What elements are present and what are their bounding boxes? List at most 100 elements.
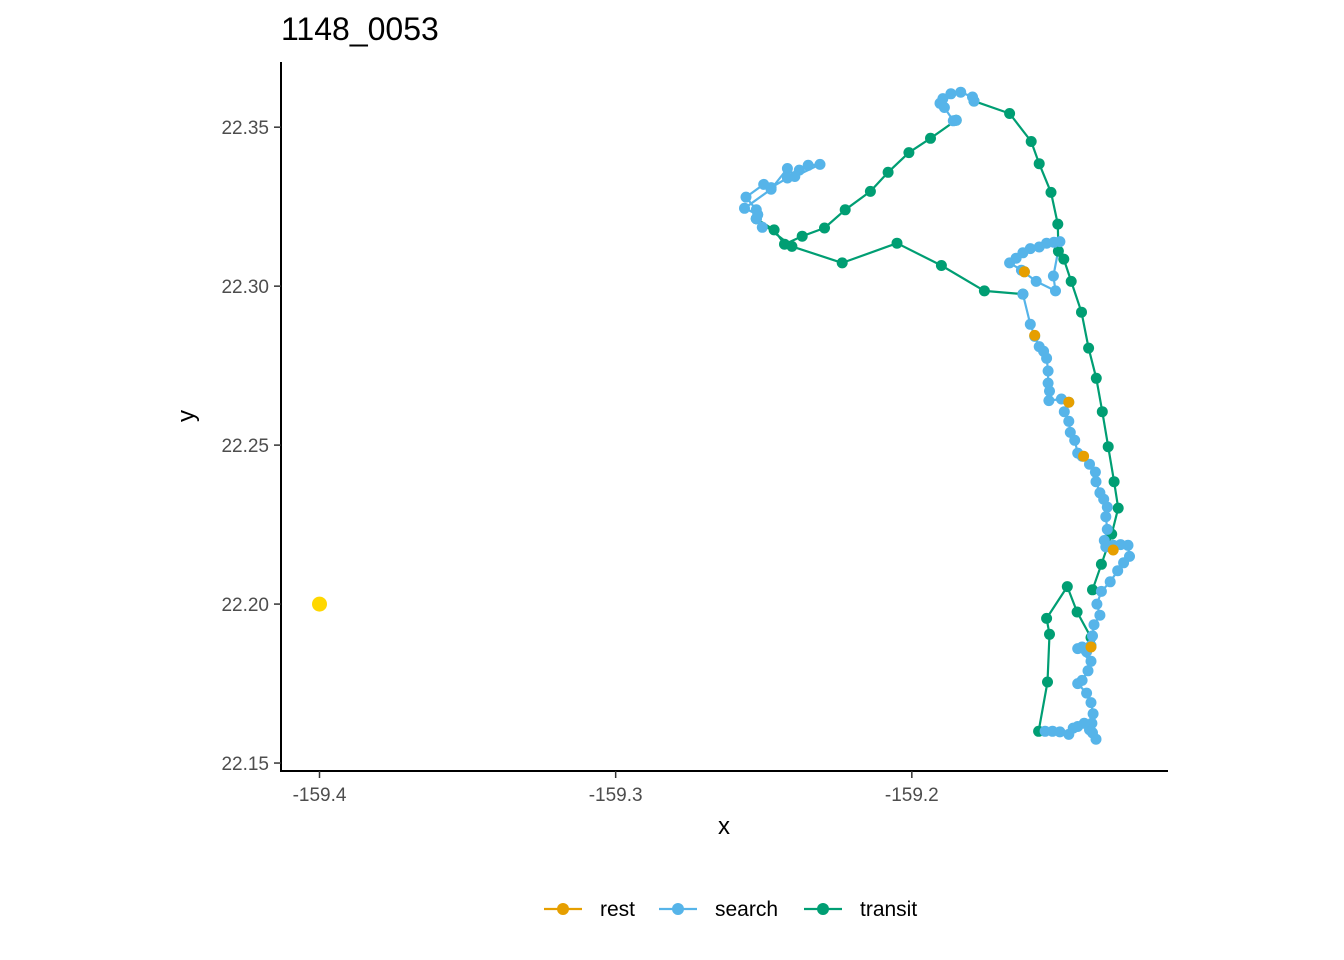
transit-point: [1042, 676, 1053, 688]
transit-point: [1052, 245, 1064, 257]
transit-point: [1061, 581, 1073, 593]
legend-item-transit: transit: [804, 898, 917, 921]
transit-point: [1108, 476, 1120, 488]
x-axis-ticks: -159.4 -159.3 -159.2: [293, 771, 939, 806]
search-point: [938, 102, 950, 113]
transit-point: [768, 224, 780, 236]
legend-label-search: search: [715, 898, 778, 921]
transit-point: [903, 147, 915, 159]
x-tick-label: -159.2: [885, 785, 939, 806]
search-point: [1087, 708, 1099, 720]
search-point: [1085, 655, 1097, 667]
transit-point: [1044, 628, 1055, 640]
transit-point: [1096, 406, 1108, 418]
search-point: [802, 159, 814, 171]
transit-point: [864, 185, 876, 197]
search-point: [765, 183, 777, 195]
search-point: [756, 221, 768, 233]
search-point: [1104, 576, 1116, 588]
y-axis-ticks: 22.15 22.20 22.25 22.30 22.35: [221, 118, 281, 775]
transit-point: [978, 285, 990, 297]
legend-item-search: search: [659, 898, 778, 921]
search-point: [1030, 275, 1042, 287]
search-point: [1072, 643, 1084, 655]
transit-point: [1083, 342, 1095, 354]
search-point: [1081, 687, 1093, 699]
search-point: [1118, 557, 1130, 569]
transit-point: [1033, 158, 1045, 170]
legend-key-search-point: [672, 903, 684, 915]
transit-point: [1058, 253, 1070, 265]
search-point: [1090, 476, 1102, 488]
transit-point: [1045, 186, 1057, 198]
rest-point: [1085, 641, 1097, 653]
search-point: [1090, 733, 1102, 745]
legend-label-transit: transit: [860, 898, 917, 921]
search-point: [1094, 609, 1106, 621]
legend: rest search transit: [544, 898, 917, 921]
y-tick-label: 22.20: [221, 595, 269, 616]
search-point: [1050, 285, 1061, 297]
series-points: [312, 86, 1135, 745]
legend-key-rest-point: [557, 903, 569, 915]
search-point: [814, 158, 826, 170]
transit-point: [1090, 372, 1102, 384]
transit-point: [1041, 612, 1053, 624]
search-point: [1024, 243, 1036, 255]
search-point: [1082, 665, 1094, 677]
rest-point: [1029, 329, 1041, 341]
search-point: [1095, 585, 1107, 597]
transit-point: [819, 222, 830, 234]
search-point: [1087, 630, 1098, 642]
search-point: [1042, 365, 1054, 377]
search-point: [1043, 395, 1055, 407]
transit-point: [836, 257, 848, 269]
legend-item-rest: rest: [544, 898, 635, 921]
search-point: [1063, 728, 1075, 740]
search-point: [1101, 523, 1113, 535]
search-point: [1101, 501, 1113, 513]
transit-point: [925, 132, 936, 144]
transit-point: [935, 260, 947, 271]
transit-point: [1112, 502, 1124, 514]
transit-point: [1095, 558, 1107, 570]
transit-point: [882, 166, 894, 178]
search-point: [1088, 619, 1100, 631]
rest-point: [1063, 396, 1075, 408]
search-point: [740, 191, 752, 203]
legend-key-transit-point: [817, 903, 829, 915]
y-tick-label: 22.25: [221, 436, 269, 457]
search-point: [1024, 318, 1036, 330]
transit-point: [786, 240, 798, 252]
search-point: [1089, 466, 1101, 478]
x-axis-title: x: [718, 813, 730, 840]
search-point: [1017, 288, 1029, 300]
y-tick-label: 22.15: [221, 754, 269, 775]
search-point: [1063, 415, 1075, 427]
chart-title: 1148_0053: [281, 11, 439, 47]
transit-point: [1052, 218, 1064, 230]
search-point: [967, 91, 978, 103]
transit-point: [1102, 441, 1114, 453]
search-point: [1112, 565, 1124, 577]
transit-point: [796, 230, 808, 242]
search-point: [789, 171, 801, 182]
search-point: [1084, 458, 1095, 470]
legend-label-rest: rest: [600, 898, 635, 921]
search-point: [1072, 678, 1084, 690]
search-point: [1091, 598, 1103, 610]
transit-point: [891, 237, 903, 249]
y-tick-label: 22.30: [221, 277, 269, 298]
search-point: [1054, 236, 1066, 248]
plot-area: [312, 86, 1135, 745]
transit-point: [1025, 136, 1037, 147]
search-point: [1069, 434, 1081, 446]
search-point: [750, 213, 762, 225]
y-tick-label: 22.35: [221, 118, 269, 139]
transit-point: [1065, 275, 1077, 287]
search-point: [1047, 270, 1059, 282]
search-point: [1058, 406, 1070, 418]
search-point: [945, 88, 957, 100]
